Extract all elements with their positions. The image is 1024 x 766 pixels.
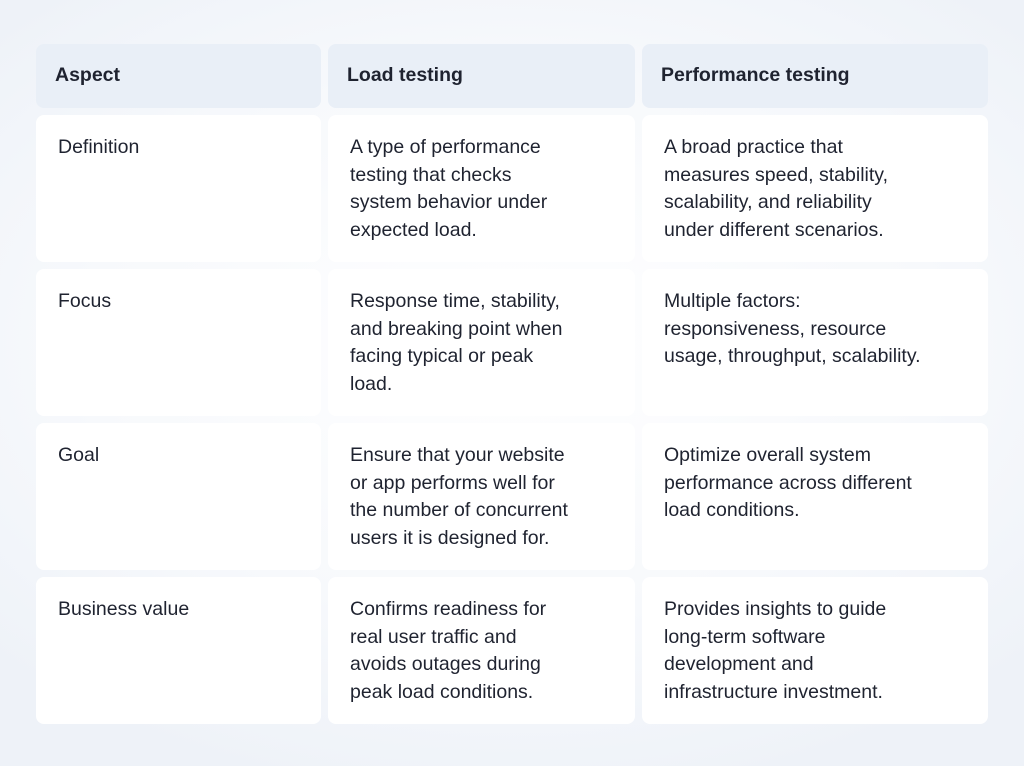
row-goal-aspect: Goal	[36, 423, 321, 570]
header-aspect: Aspect	[36, 44, 321, 108]
row-definition-performance: A broad practice that measures speed, st…	[642, 115, 988, 262]
header-performance-testing: Performance testing	[642, 44, 988, 108]
row-focus-load: Response time, stability, and breaking p…	[328, 269, 635, 416]
row-business-value-aspect: Business value	[36, 577, 321, 724]
row-definition-aspect: Definition	[36, 115, 321, 262]
row-definition-load: A type of performance testing that check…	[328, 115, 635, 262]
row-goal-performance: Optimize overall system performance acro…	[642, 423, 988, 570]
row-business-value-load: Confirms readiness for real user traffic…	[328, 577, 635, 724]
header-load-testing: Load testing	[328, 44, 635, 108]
comparison-table: Aspect Load testing Performance testing …	[36, 44, 988, 724]
row-business-value-performance: Provides insights to guide long-term sof…	[642, 577, 988, 724]
row-focus-aspect: Focus	[36, 269, 321, 416]
row-focus-performance: Multiple factors: responsiveness, resour…	[642, 269, 988, 416]
row-goal-load: Ensure that your website or app performs…	[328, 423, 635, 570]
